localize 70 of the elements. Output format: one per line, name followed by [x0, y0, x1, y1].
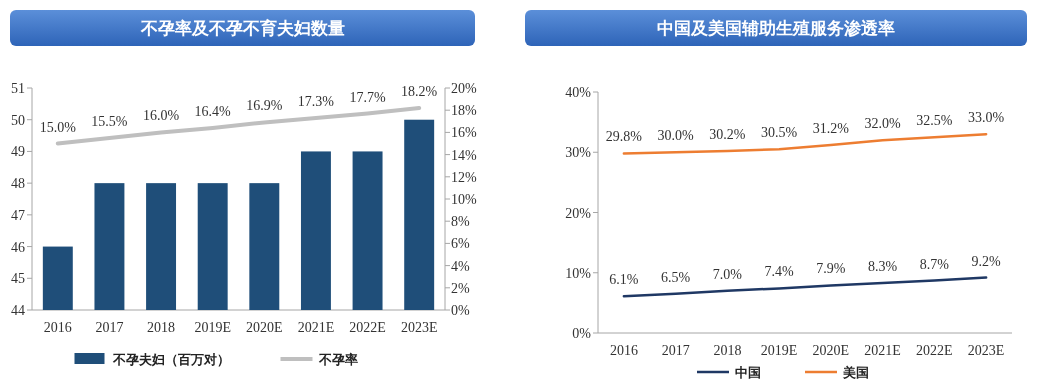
- x-tick-label: 2022E: [916, 343, 953, 358]
- x-tick-label: 2016: [609, 343, 638, 358]
- y2-tick-label: 12%: [451, 169, 477, 185]
- x-tick-label: 2020E: [812, 343, 850, 358]
- y-tick-label: 40%: [565, 85, 592, 100]
- data-label: 30.0%: [657, 128, 695, 144]
- x-tick-label: 2021E: [864, 343, 901, 358]
- legend-label: 不孕夫妇（百万对）: [111, 352, 230, 367]
- data-label: 8.7%: [919, 256, 950, 272]
- legend-label: 中国: [735, 365, 761, 380]
- data-label: 7.9%: [816, 261, 846, 277]
- x-tick-label: 2022E: [349, 320, 386, 335]
- data-label: 6.1%: [609, 272, 639, 288]
- data-label: 18.2%: [401, 83, 438, 99]
- chart-title: 中国及美国辅助生殖服务渗透率: [657, 19, 895, 38]
- x-tick-label: 2018: [713, 343, 742, 358]
- y-tick-label: 45: [11, 271, 25, 287]
- y-tick-label: 47: [11, 207, 25, 223]
- data-label: 7.0%: [712, 266, 743, 282]
- legend-label: 不孕率: [317, 352, 358, 367]
- x-tick-label: 2020E: [246, 320, 283, 335]
- data-label: 16.0%: [142, 108, 180, 124]
- y-tick-label: 51: [11, 81, 25, 96]
- y-tick-label: 20%: [565, 205, 592, 221]
- data-label: 30.5%: [761, 125, 798, 141]
- data-label: 9.2%: [971, 253, 1002, 269]
- y2-tick-label: 18%: [451, 103, 477, 119]
- data-label: 32.0%: [864, 116, 902, 132]
- y2-tick-label: 4%: [451, 258, 470, 274]
- x-tick-label: 2016: [43, 320, 72, 335]
- y-tick-label: 10%: [565, 265, 592, 281]
- data-label: 17.7%: [349, 89, 386, 105]
- y-tick-label: 46: [11, 239, 25, 255]
- data-label: 17.3%: [297, 93, 335, 109]
- y-tick-label: 0%: [572, 326, 592, 341]
- y-tick-label: 48: [11, 176, 25, 192]
- y-tick-label: 49: [11, 144, 25, 160]
- y2-tick-label: 10%: [451, 192, 477, 207]
- x-tick-label: 2023E: [400, 320, 438, 335]
- y-tick-label: 50: [11, 112, 25, 128]
- data-label: 32.5%: [916, 113, 953, 129]
- data-label: 30.2%: [709, 127, 746, 143]
- data-label: 6.5%: [661, 269, 691, 285]
- y2-tick-label: 8%: [451, 214, 470, 230]
- y2-tick-label: 16%: [451, 125, 477, 141]
- data-label: 33.0%: [968, 110, 1005, 126]
- x-tick-label: 2017: [661, 343, 690, 358]
- data-label: 31.2%: [812, 121, 850, 137]
- x-tick-label: 2023E: [967, 343, 1005, 358]
- y2-tick-label: 0%: [451, 303, 470, 318]
- x-tick-label: 2019E: [760, 343, 798, 358]
- data-label: 15.5%: [91, 113, 128, 129]
- y-tick-label: 44: [11, 303, 25, 318]
- data-label: 16.4%: [194, 103, 232, 119]
- y2-tick-label: 14%: [451, 147, 477, 163]
- chart-title: 不孕率及不孕不育夫妇数量: [139, 18, 345, 38]
- y2-tick-label: 6%: [451, 236, 470, 252]
- x-tick-label: 2018: [147, 320, 176, 335]
- x-tick-label: 2017: [95, 320, 124, 335]
- data-label: 16.9%: [246, 98, 283, 114]
- data-label: 15.0%: [39, 119, 77, 135]
- y2-tick-label: 2%: [451, 280, 470, 296]
- x-tick-label: 2021E: [297, 320, 335, 335]
- x-tick-label: 2019E: [194, 320, 231, 335]
- legend-label: 美国: [842, 365, 869, 380]
- data-label: 7.4%: [764, 264, 795, 280]
- y2-tick-label: 20%: [451, 81, 477, 96]
- data-label: 8.3%: [868, 258, 898, 274]
- y-tick-label: 30%: [565, 145, 592, 161]
- data-label: 29.8%: [605, 129, 643, 145]
